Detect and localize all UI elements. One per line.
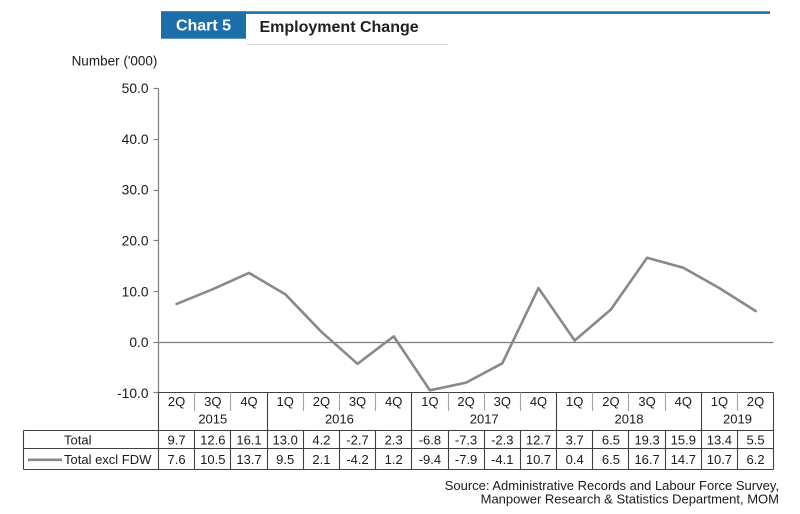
svg-text:Number ('000): Number ('000)	[72, 54, 158, 69]
svg-text:-6.8: -6.8	[419, 432, 441, 447]
svg-text:4Q: 4Q	[240, 394, 257, 409]
svg-text:-7.9: -7.9	[455, 452, 477, 467]
svg-text:4.2: 4.2	[312, 432, 330, 447]
svg-text:1Q: 1Q	[277, 394, 294, 409]
svg-text:2Q: 2Q	[168, 394, 185, 409]
svg-text:2018: 2018	[615, 412, 644, 427]
svg-text:-4.2: -4.2	[346, 452, 368, 467]
svg-text:-2.3: -2.3	[491, 432, 513, 447]
svg-text:2019: 2019	[723, 412, 752, 427]
svg-text:10.5: 10.5	[200, 452, 225, 467]
svg-text:1Q: 1Q	[421, 394, 438, 409]
svg-text:0.4: 0.4	[566, 452, 584, 467]
svg-text:2Q: 2Q	[747, 394, 764, 409]
svg-text:19.3: 19.3	[634, 432, 659, 447]
svg-text:20.0: 20.0	[122, 234, 149, 249]
svg-text:16.7: 16.7	[634, 452, 659, 467]
svg-text:12.6: 12.6	[200, 432, 225, 447]
svg-text:6.5: 6.5	[602, 432, 620, 447]
svg-text:1Q: 1Q	[566, 394, 583, 409]
svg-text:2Q: 2Q	[602, 394, 619, 409]
svg-text:4Q: 4Q	[385, 394, 402, 409]
svg-text:Total excl FDW: Total excl FDW	[64, 452, 152, 467]
svg-text:15.9: 15.9	[671, 432, 696, 447]
svg-text:14.7: 14.7	[671, 452, 696, 467]
svg-text:2016: 2016	[325, 412, 354, 427]
svg-text:13.4: 13.4	[707, 432, 732, 447]
svg-text:-2.7: -2.7	[346, 432, 368, 447]
svg-text:2Q: 2Q	[313, 394, 330, 409]
svg-text:3Q: 3Q	[349, 394, 366, 409]
svg-text:Total: Total	[64, 432, 92, 447]
svg-text:2Q: 2Q	[457, 394, 474, 409]
svg-text:13.0: 13.0	[273, 432, 298, 447]
svg-text:6.5: 6.5	[602, 452, 620, 467]
svg-text:-7.3: -7.3	[455, 432, 477, 447]
svg-text:30.0: 30.0	[122, 183, 149, 198]
svg-text:3Q: 3Q	[494, 394, 511, 409]
svg-text:9.5: 9.5	[276, 452, 294, 467]
svg-text:13.7: 13.7	[236, 452, 261, 467]
svg-text:6.2: 6.2	[747, 452, 765, 467]
svg-text:-9.4: -9.4	[419, 452, 441, 467]
svg-text:0.0: 0.0	[129, 335, 149, 350]
svg-text:10.7: 10.7	[707, 452, 732, 467]
svg-text:-10.0: -10.0	[117, 386, 149, 401]
svg-text:16.1: 16.1	[236, 432, 261, 447]
svg-text:3Q: 3Q	[204, 394, 221, 409]
svg-text:2.3: 2.3	[385, 432, 403, 447]
svg-text:2.1: 2.1	[312, 452, 330, 467]
svg-text:1Q: 1Q	[711, 394, 728, 409]
svg-text:5.5: 5.5	[747, 432, 765, 447]
svg-text:40.0: 40.0	[122, 132, 149, 147]
svg-text:1.2: 1.2	[385, 452, 403, 467]
svg-text:3.7: 3.7	[566, 432, 584, 447]
svg-text:7.6: 7.6	[168, 452, 186, 467]
svg-text:-4.1: -4.1	[491, 452, 513, 467]
svg-text:50.0: 50.0	[122, 81, 149, 96]
svg-text:12.7: 12.7	[526, 432, 551, 447]
svg-text:2015: 2015	[198, 412, 227, 427]
svg-text:4Q: 4Q	[675, 394, 692, 409]
svg-text:Chart 5: Chart 5	[176, 18, 231, 35]
svg-text:3Q: 3Q	[638, 394, 655, 409]
svg-text:4Q: 4Q	[530, 394, 547, 409]
svg-text:2017: 2017	[470, 412, 499, 427]
svg-text:Source: Administrative Records: Source: Administrative Records and Labou…	[445, 478, 779, 493]
svg-text:10.7: 10.7	[526, 452, 551, 467]
svg-text:Manpower Research & Statistics: Manpower Research & Statistics Departmen…	[481, 491, 779, 506]
svg-text:10.0: 10.0	[122, 284, 149, 299]
svg-text:Employment Change: Employment Change	[260, 19, 419, 36]
svg-text:9.7: 9.7	[168, 432, 186, 447]
